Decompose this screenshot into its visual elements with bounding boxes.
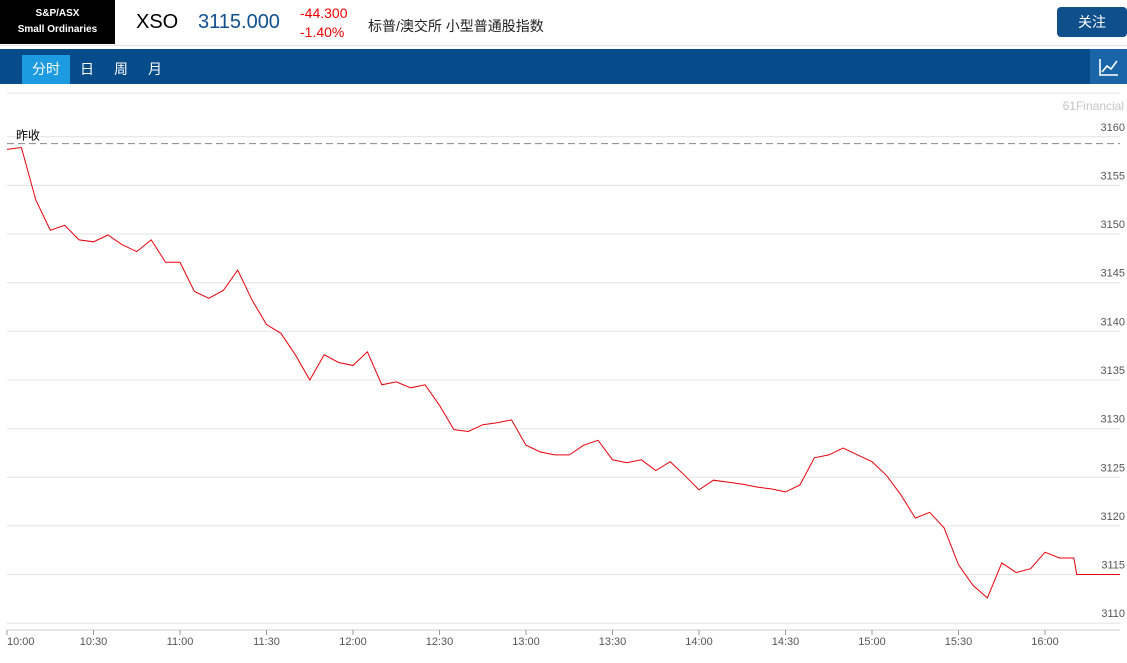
chart-type-button[interactable] bbox=[1090, 49, 1127, 84]
symbol: XSO bbox=[136, 11, 179, 33]
follow-button[interactable]: 关注 bbox=[1057, 7, 1127, 37]
change-abs: -44.300 bbox=[300, 5, 348, 21]
tab[interactable]: 日 bbox=[80, 61, 94, 77]
prev-close-label: 昨收 bbox=[16, 129, 40, 143]
x-tick-label: 14:30 bbox=[772, 636, 800, 648]
tab[interactable]: 月 bbox=[148, 61, 162, 77]
logo: S&P/ASX Small Ordinaries bbox=[0, 0, 115, 44]
x-tick-label: 15:30 bbox=[945, 636, 973, 648]
logo-line: Small Ordinaries bbox=[17, 24, 98, 35]
x-tick-label: 13:00 bbox=[512, 636, 540, 648]
x-tick-label: 12:30 bbox=[426, 636, 454, 648]
price-line bbox=[6, 146, 1120, 599]
logo-line: S&P/ASX bbox=[35, 8, 80, 19]
tab[interactable]: 周 bbox=[114, 61, 128, 77]
tab-bar: 分时 日 周 月 bbox=[0, 49, 1127, 84]
y-tick-label: 3140 bbox=[1101, 316, 1125, 328]
x-tick-label: 15:00 bbox=[858, 636, 886, 648]
watermark: 61Financial bbox=[1063, 99, 1124, 113]
x-tick-label: 11:00 bbox=[167, 636, 194, 648]
chart: 61Financial 3110 3115 3120 3125 3130 3135 3140… bbox=[6, 92, 1125, 648]
y-tick-label: 3110 bbox=[1101, 608, 1125, 620]
y-tick-label: 3145 bbox=[1101, 268, 1125, 280]
x-tick-label: 13:30 bbox=[599, 636, 627, 648]
y-tick-label: 3160 bbox=[1101, 122, 1125, 134]
price: 3115.000 bbox=[198, 11, 280, 33]
change: -44.300 -1.40% bbox=[300, 4, 347, 42]
x-tick-label: 12:00 bbox=[339, 636, 367, 648]
x-tick-label: 11:30 bbox=[253, 636, 280, 648]
y-tick-label: 3150 bbox=[1101, 219, 1125, 231]
y-tick-label: 3125 bbox=[1101, 462, 1125, 474]
tab[interactable]: 分时 bbox=[22, 55, 70, 84]
index-name: 标普/澳交所 小型普通股指数 bbox=[368, 18, 544, 34]
x-tick-label: 10:00 bbox=[7, 636, 35, 648]
y-tick-label: 3135 bbox=[1101, 365, 1125, 377]
x-tick-label: 14:00 bbox=[685, 636, 713, 648]
x-tick-label: 10:30 bbox=[80, 636, 108, 648]
chart-icon bbox=[1099, 59, 1118, 76]
y-tick-label: 3120 bbox=[1101, 511, 1125, 523]
header: S&P/ASX Small Ordinaries XSO 3115.000 -44… bbox=[0, 0, 1127, 46]
change-pct: -1.40% bbox=[300, 24, 345, 40]
y-tick-label: 3130 bbox=[1101, 414, 1125, 426]
y-tick-label: 3115 bbox=[1101, 560, 1125, 572]
x-tick-label: 16:00 bbox=[1031, 636, 1059, 648]
y-tick-label: 3155 bbox=[1101, 170, 1125, 182]
